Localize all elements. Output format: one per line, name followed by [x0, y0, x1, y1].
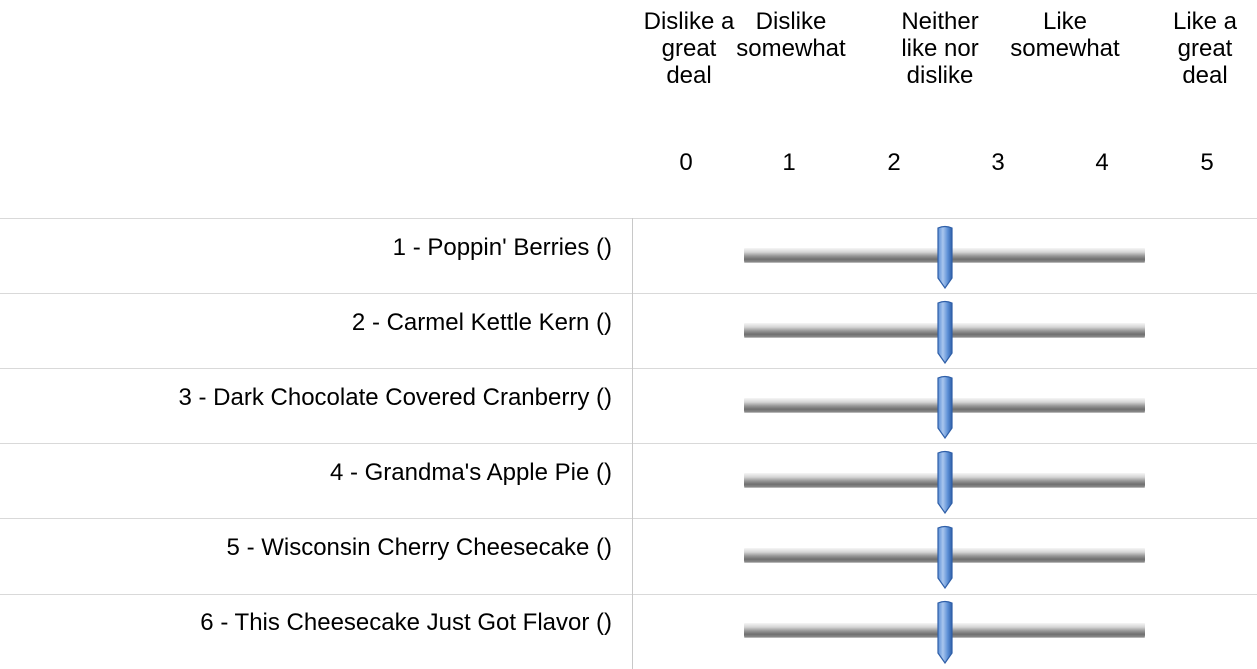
row-label: 4 - Grandma's Apple Pie (): [329, 459, 612, 486]
column-divider: [632, 218, 633, 669]
scale-header-like-somewhat: Like somewhat: [1010, 8, 1120, 62]
scale-header-neither: Neither like nor dislike: [901, 8, 979, 89]
scale-header-like-great-deal: Like a great deal: [1172, 8, 1238, 89]
scale-header-dislike-somewhat: Dislike somewhat: [736, 8, 846, 62]
slider-handle-icon[interactable]: [934, 300, 956, 364]
row-divider: [0, 518, 1257, 519]
scale-tick-5: 5: [1200, 149, 1214, 176]
row-label: 2 - Carmel Kettle Kern (): [351, 309, 612, 336]
scale-tick-2: 2: [887, 149, 901, 176]
scale-tick-3: 3: [991, 149, 1005, 176]
scale-header-dislike-great-deal: Dislike a great deal: [643, 8, 735, 89]
slider-handle-icon[interactable]: [934, 375, 956, 439]
row-label: 1 - Poppin' Berries (): [392, 234, 612, 261]
row-divider: [0, 293, 1257, 294]
row-divider: [0, 594, 1257, 595]
row-label: 6 - This Cheesecake Just Got Flavor (): [200, 609, 612, 636]
slider-handle-icon[interactable]: [934, 525, 956, 589]
slider-handle-icon[interactable]: [934, 450, 956, 514]
row-label: 3 - Dark Chocolate Covered Cranberry (): [178, 384, 613, 411]
scale-tick-1: 1: [782, 149, 796, 176]
slider-handle-icon[interactable]: [934, 225, 956, 289]
row-divider: [0, 368, 1257, 369]
row-divider-top: [0, 218, 1257, 219]
row-label: 5 - Wisconsin Cherry Cheesecake (): [226, 534, 612, 561]
scale-tick-0: 0: [679, 149, 693, 176]
scale-tick-4: 4: [1095, 149, 1109, 176]
slider-handle-icon[interactable]: [934, 600, 956, 664]
row-divider: [0, 443, 1257, 444]
